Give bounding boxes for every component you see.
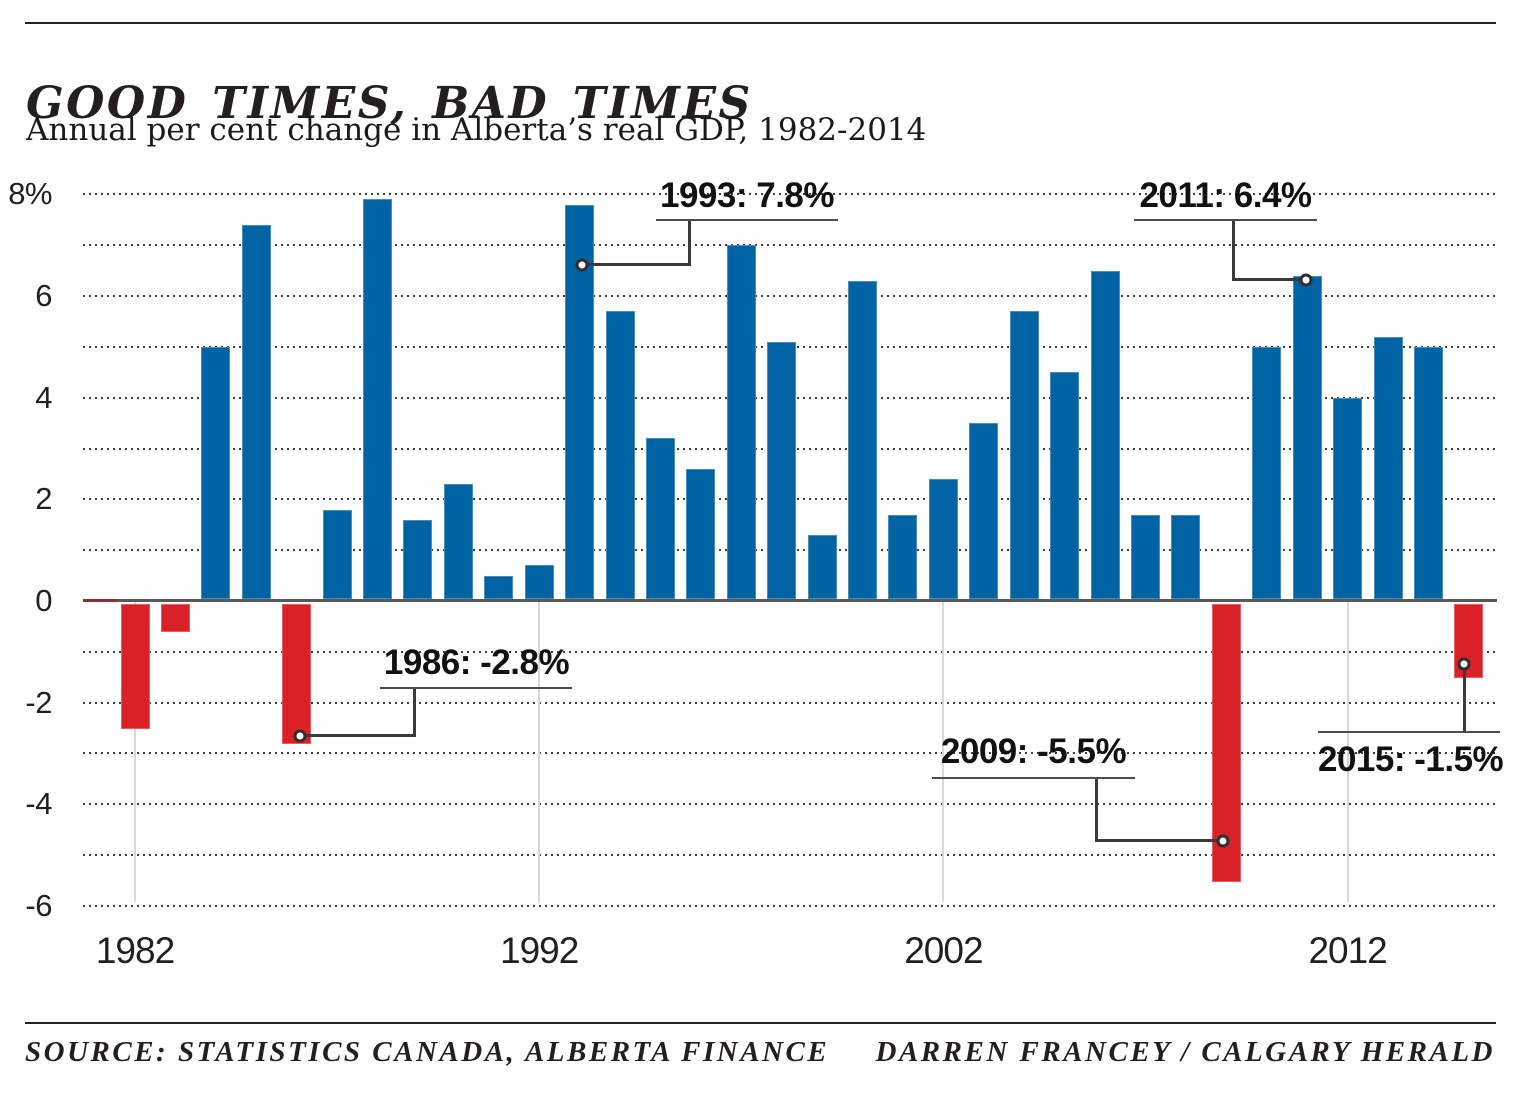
annotation-2009-leader-horizontal: [1095, 839, 1223, 842]
bar-1996: [686, 468, 716, 599]
chart-title: GOOD TIMES, BAD TIMES: [26, 78, 753, 130]
bar-1998: [767, 341, 797, 599]
annotation-2011-marker: [1299, 273, 1313, 287]
y-axis-label--2: -2: [25, 684, 52, 720]
annotation-1986-underline: [380, 687, 572, 689]
bar-2011: [1292, 275, 1322, 599]
top-rule: [25, 22, 1496, 24]
bar-1990: [443, 484, 473, 599]
bar-1988: [363, 199, 393, 599]
annotation-2015-marker: [1457, 657, 1471, 671]
annotation-2009-underline: [932, 777, 1135, 779]
annotation-1986-marker: [293, 729, 307, 743]
x-axis-label-2012: 2012: [1308, 930, 1387, 971]
annotation-1986-label: 1986: -2.8%: [383, 643, 570, 682]
decade-line-1992: [538, 601, 541, 902]
bar-2014: [1413, 346, 1443, 599]
y-axis-label-8: 8%: [8, 176, 52, 212]
decade-line-1982: [134, 601, 136, 902]
author-credit: DARREN FRANCEY / CALGARY HERALD: [875, 1036, 1495, 1068]
bar-1992: [524, 565, 554, 599]
gridline--1: [83, 650, 1497, 653]
bar-1982: [120, 604, 150, 730]
bar-2003: [969, 423, 999, 599]
annotation-2009-leader-vertical: [1095, 779, 1098, 841]
x-axis-label-1992: 1992: [500, 930, 579, 971]
chart-subtitle: Annual per cent change in Alberta’s real…: [26, 112, 927, 148]
annotation-1993-leader-horizontal: [582, 263, 691, 266]
annotation-2015-label: 2015: -1.5%: [1318, 740, 1504, 779]
bar-2005: [1050, 372, 1080, 599]
bar-1986: [282, 604, 312, 745]
bar-2002: [928, 479, 958, 599]
bar-2004: [1009, 311, 1039, 599]
zero-axis-line: [83, 599, 1497, 602]
bar-1991: [484, 575, 514, 599]
bar-2010: [1252, 346, 1282, 599]
bar-2013: [1373, 336, 1403, 599]
bar-2001: [888, 514, 918, 599]
gridline--5: [83, 854, 1497, 857]
bar-1984: [201, 346, 231, 599]
bottom-rule: [25, 1022, 1496, 1024]
bar-1997: [726, 245, 756, 599]
annotation-2011-leader-vertical: [1232, 221, 1235, 280]
annotation-2015-overline: [1318, 731, 1500, 733]
bar-2006: [1090, 270, 1120, 599]
y-axis-label-0: 0: [35, 583, 52, 618]
annotation-2009-label: 2009: -5.5%: [940, 732, 1127, 771]
x-axis-label-1982: 1982: [95, 930, 175, 971]
decade-line-2002: [942, 601, 945, 902]
plot-area: [83, 193, 1497, 908]
annotation-2011-underline: [1134, 219, 1317, 221]
annotation-1986-leader-horizontal: [300, 734, 416, 737]
decade-line-2012: [1346, 601, 1349, 902]
annotation-1993-label: 1993: 7.8%: [659, 176, 835, 215]
bar-2012: [1333, 397, 1363, 599]
annotation-1993-underline: [656, 219, 838, 221]
annotation-2011-leader-horizontal: [1232, 278, 1305, 281]
annotation-2011-label: 2011: 6.4%: [1139, 176, 1312, 215]
bar-2000: [848, 280, 878, 599]
bar-1999: [807, 534, 837, 599]
annotation-1993-marker: [575, 258, 589, 272]
bar-1995: [645, 438, 675, 599]
y-axis-label--6: -6: [25, 887, 52, 923]
bar-1989: [403, 519, 433, 599]
x-axis-label-2002: 2002: [904, 930, 983, 971]
source-credit: SOURCE: STATISTICS CANADA, ALBERTA FINAN…: [25, 1036, 830, 1068]
y-axis-label-6: 6: [35, 278, 52, 314]
gridline--3: [83, 752, 1497, 755]
bar-1994: [605, 311, 635, 599]
gridline-6: [83, 295, 1497, 298]
y-axis-label--4: -4: [25, 786, 52, 822]
annotation-2009-marker: [1216, 834, 1230, 848]
gridline-8: [83, 193, 1497, 196]
annotation-1986-leader-vertical: [413, 689, 416, 736]
annotation-1993-leader-vertical: [688, 221, 691, 265]
zero-axis-left-accent: [83, 599, 117, 602]
bar-2007: [1131, 514, 1160, 599]
y-axis-label-2: 2: [35, 481, 52, 517]
gridline--4: [83, 803, 1497, 806]
bar-1985: [241, 224, 271, 599]
bar-2008: [1171, 514, 1201, 599]
y-axis-label-4: 4: [35, 379, 52, 415]
annotation-2015-leader-vertical: [1463, 666, 1466, 731]
gridline--6: [83, 904, 1497, 907]
gridline-7: [83, 244, 1497, 247]
gridline--2: [83, 701, 1497, 704]
bar-1983: [160, 604, 190, 633]
bar-1987: [322, 509, 352, 599]
